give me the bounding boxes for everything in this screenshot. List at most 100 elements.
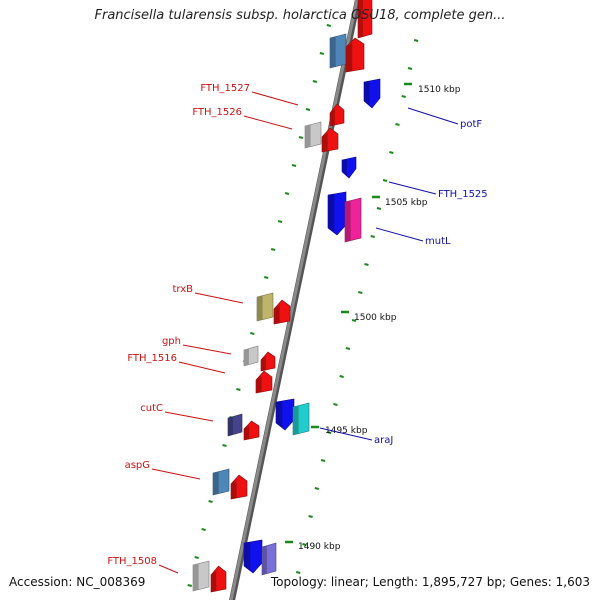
gene-label[interactable]: FTH_1508 [107,556,157,567]
gene-leader-line [251,91,299,106]
gene-label[interactable]: araJ [374,435,393,446]
gene-leader-line [319,427,373,441]
scale-tick [382,179,388,182]
scale-tick [187,584,192,587]
gene-label[interactable]: FTH_1525 [438,189,488,200]
scale-label-group: 1510 kbp 1505 kbp 1500 kbp 1495 kbp 1490 kbp [298,85,461,552]
scale-tick [270,248,276,251]
scale-tick [339,375,344,378]
scale-tick [413,39,419,42]
scale-tick [326,24,332,27]
gene-features [192,0,381,593]
gene-block [227,413,243,437]
scale-tick [302,543,307,546]
scale-tick [370,235,375,238]
gene-block [243,345,259,367]
scale-tick [345,347,351,350]
gene-arrow [327,191,347,236]
gene-arrow [273,299,291,325]
gene-block [212,468,230,496]
gene-arrow [329,103,345,127]
scale-tick [364,263,369,266]
gene-block [344,197,362,243]
gene-leader-line [164,411,214,422]
scale-tick [407,67,413,70]
gene-leader-line [178,361,226,374]
gene-block [329,33,347,69]
scale-tick [358,291,363,294]
scale-tick [308,515,313,518]
gene-leader-line [407,107,459,125]
gene-arrow [341,156,357,179]
scale-tick [201,528,206,531]
scale-tick [250,332,255,335]
scale-label: 1510 kbp [418,85,461,95]
scale-tick [277,220,283,223]
gene-leader-line [375,227,424,242]
gene-label-group: FTH_1527 FTH_1526 trxB gph FTH_1516 cutC aspG F… [107,83,488,574]
scale-tick [395,123,400,126]
scale-tick [326,431,332,434]
scale-tick [236,388,241,391]
scale-tick [291,164,297,167]
gene-label[interactable]: aspG [125,460,150,471]
scale-label: 1505 kbp [385,198,428,208]
scale-tick [401,95,406,98]
gene-label[interactable]: gph [162,336,181,347]
gene-block [292,402,310,436]
gene-label[interactable]: FTH_1527 [200,83,250,94]
scale-tick [389,151,394,154]
gene-arrow [243,539,263,574]
scale-label: 1500 kbp [354,313,397,323]
gene-leader-line [194,292,244,304]
gene-arrow [210,565,227,593]
scale-tick [319,52,325,55]
scale-tick [320,459,326,462]
gene-arrow [321,127,339,153]
scale-tick [208,500,213,503]
scale-label: 1495 kbp [325,426,368,436]
gene-arrow [255,370,273,394]
gene-arrow [230,474,248,500]
scale-tick [305,108,311,111]
scale-tick [376,207,382,210]
gene-label[interactable]: mutL [425,236,451,247]
gene-block [304,121,322,149]
gene-label[interactable]: FTH_1516 [127,353,177,364]
map-title: Francisella tularensis subsp. holarctica… [94,8,506,23]
gene-arrow [243,420,260,441]
gene-leader-line [182,344,232,355]
scale-tick [298,136,304,139]
gene-arrow [260,351,276,372]
gene-leader-line [158,564,179,574]
scale-tick [312,80,318,83]
topology-summary: Topology: linear; Length: 1,895,727 bp; … [270,575,590,589]
gene-block [261,542,277,576]
gene-arrow [275,398,295,431]
gene-arrow [345,37,365,73]
gene-label[interactable]: potF [460,119,482,130]
gene-label[interactable]: FTH_1526 [192,107,242,118]
scale-tick [351,319,357,322]
gene-block [192,560,210,592]
scale-tick [333,403,338,406]
scale-tick [295,571,301,574]
scale-tick [263,276,269,279]
gene-label[interactable]: trxB [172,284,193,295]
gene-block [256,292,274,322]
gene-leader-line [243,115,293,130]
accession-label: Accession: NC_008369 [9,575,146,589]
scale-tick [314,487,320,490]
backbone-layer [229,0,361,600]
gene-arrow [363,78,381,109]
gene-label[interactable]: cutC [140,403,163,414]
gene-block [357,0,373,39]
scale-tick [222,444,227,447]
gene-leader-line [388,181,437,195]
backbone-line [229,0,359,600]
scale-label: 1490 kbp [298,542,341,552]
scale-tick [284,192,290,195]
scale-tick [194,556,199,559]
